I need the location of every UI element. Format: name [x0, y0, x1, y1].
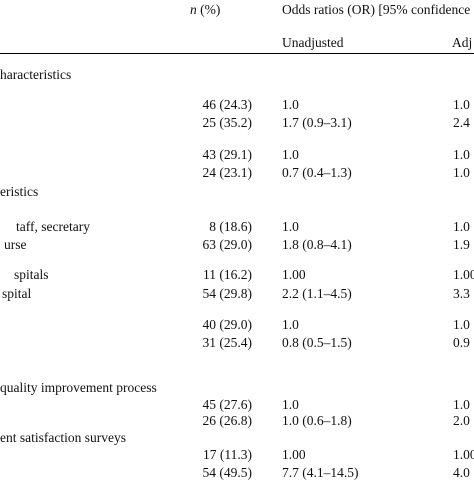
unadjusted-cell: 1.0 — [282, 219, 299, 234]
row-label: spitals — [14, 267, 49, 282]
unadjusted-cell: 1.7 (0.9–3.1) — [282, 115, 352, 130]
unadjusted-cell: 0.8 (0.5–1.5) — [282, 335, 352, 350]
n-percent-cell: 45 (27.6) — [202, 397, 253, 412]
unadjusted-cell: 1.8 (0.8–4.1) — [282, 237, 352, 252]
header-rule — [0, 53, 474, 54]
n-percent-cell: 46 (24.3) — [202, 97, 253, 112]
n-percent-cell: 43 (29.1) — [202, 147, 253, 162]
adjusted-header: Adj — [452, 35, 473, 50]
adjusted-cell: 1.0 — [453, 97, 470, 112]
unadjusted-cell: 0.7 (0.4–1.3) — [282, 165, 352, 180]
unadjusted-header: Unadjusted — [282, 35, 344, 50]
adjusted-cell: 1.00 — [453, 267, 474, 282]
section-label: quality improvement process — [0, 380, 157, 395]
adjusted-cell: 0.9 — [453, 335, 470, 350]
section-label: eristics — [0, 184, 39, 199]
adjusted-cell: 1.0 — [453, 165, 470, 180]
unadjusted-cell: 2.2 (1.1–4.5) — [282, 286, 352, 301]
adjusted-cell: 1.0 — [453, 219, 470, 234]
n-percent-cell: 63 (29.0) — [202, 237, 253, 252]
adjusted-cell: 4.0 — [453, 465, 470, 480]
n-percent-cell: 26 (26.8) — [202, 413, 253, 428]
unadjusted-cell: 1.0 (0.6–1.8) — [282, 413, 352, 428]
n-percent-cell: 8 (18.6) — [209, 219, 252, 234]
unadjusted-cell: 1.0 — [282, 97, 299, 112]
n-percent-cell: 25 (35.2) — [202, 115, 253, 130]
adjusted-cell: 3.3 — [453, 286, 470, 301]
n-percent-cell: 54 (49.5) — [202, 465, 253, 480]
unadjusted-cell: 1.0 — [282, 147, 299, 162]
n-percent-cell: 11 (16.2) — [203, 267, 252, 282]
n-percent-cell: 17 (11.3) — [203, 447, 252, 462]
section-label: ent satisfaction surveys — [0, 430, 126, 445]
adjusted-cell: 1.00 — [453, 447, 474, 462]
adjusted-cell: 1.9 — [453, 237, 470, 252]
row-label: urse — [4, 237, 27, 252]
odds-ratio-group-header: Odds ratios (OR) [95% confidence — [282, 2, 471, 17]
adjusted-cell: 1.0 — [453, 397, 470, 412]
n-percent-cell: 40 (29.0) — [202, 317, 253, 332]
row-label: taff, secretary — [16, 219, 90, 234]
adjusted-cell: 2.0 — [453, 413, 470, 428]
n-symbol: n — [190, 2, 197, 17]
unadjusted-cell: 7.7 (4.1–14.5) — [282, 465, 359, 480]
n-percent-header: n (%) — [190, 3, 220, 17]
unadjusted-cell: 1.00 — [282, 447, 306, 462]
n-percent-cell: 31 (25.4) — [202, 335, 253, 350]
n-percent-cell: 24 (23.1) — [202, 165, 253, 180]
percent-suffix: (%) — [196, 2, 221, 17]
adjusted-cell: 1.0 — [453, 147, 470, 162]
unadjusted-cell: 1.00 — [282, 267, 306, 282]
adjusted-cell: 2.4 — [453, 115, 470, 130]
adjusted-cell: 1.0 — [453, 317, 470, 332]
n-percent-cell: 54 (29.8) — [202, 286, 253, 301]
unadjusted-cell: 1.0 — [282, 397, 299, 412]
row-label: spital — [2, 286, 32, 301]
section-label: haracteristics — [0, 67, 72, 82]
unadjusted-cell: 1.0 — [282, 317, 299, 332]
